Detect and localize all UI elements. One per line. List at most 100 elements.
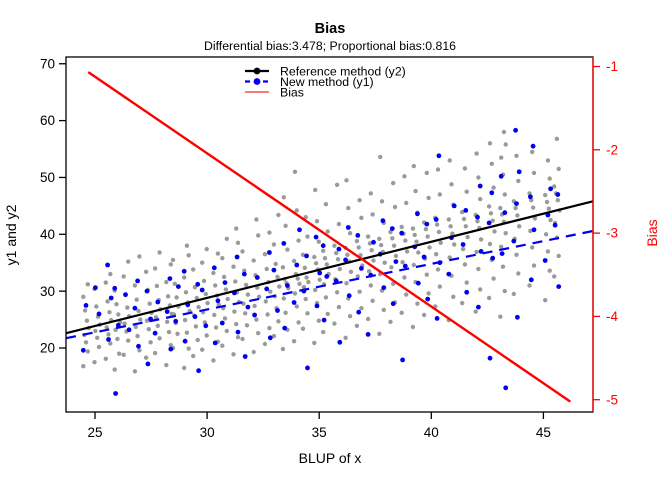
reference-point [555, 198, 560, 203]
reference-point [304, 275, 309, 280]
new-method-point [136, 343, 141, 349]
reference-point [451, 294, 456, 299]
reference-point [251, 258, 256, 263]
reference-point [499, 244, 504, 249]
reference-point [132, 369, 138, 374]
reference-point [436, 229, 442, 235]
reference-point [243, 311, 248, 316]
reference-point [356, 245, 361, 250]
reference-point [335, 257, 341, 262]
new-method-point [112, 285, 118, 291]
reference-point [122, 321, 127, 326]
reference-point [369, 248, 374, 253]
new-method-point [424, 221, 430, 227]
reference-point [391, 180, 396, 186]
reference-point [486, 295, 492, 301]
new-method-point [219, 320, 225, 326]
new-method-point [108, 295, 114, 301]
reference-point [146, 327, 151, 332]
reference-point [117, 351, 122, 356]
reference-point [242, 268, 247, 273]
reference-point [81, 364, 86, 369]
reference-point [211, 270, 216, 276]
reference-point [126, 259, 131, 264]
reference-point [464, 189, 469, 194]
reference-point [196, 304, 201, 310]
reference-point [281, 195, 286, 200]
reference-point [556, 253, 561, 259]
new-method-point [252, 312, 257, 318]
reference-point [501, 129, 507, 135]
new-method-point [212, 340, 218, 346]
reference-point [416, 250, 421, 255]
reference-point [273, 261, 278, 267]
new-method-point [434, 316, 440, 321]
new-method-point [105, 262, 110, 268]
legend-item-bias: Bias [245, 86, 304, 100]
new-method-point [489, 190, 495, 196]
reference-point [411, 262, 416, 268]
reference-point [492, 229, 497, 234]
reference-point [126, 338, 131, 343]
reference-point [262, 341, 268, 347]
reference-point [271, 242, 277, 247]
reference-point [114, 302, 119, 307]
reference-point [434, 252, 439, 257]
reference-point [404, 249, 410, 254]
reference-point [103, 356, 109, 361]
reference-point [402, 275, 407, 280]
reference-point [267, 230, 272, 235]
reference-point [323, 202, 329, 207]
reference-point [336, 304, 342, 310]
new-method-point [167, 276, 173, 281]
new-method-point [531, 227, 537, 233]
reference-point [343, 335, 348, 340]
x-tick-label: 45 [536, 425, 551, 440]
new-method-point [294, 262, 300, 268]
reference-point [366, 269, 372, 274]
new-method-point [515, 314, 520, 320]
new-method-point [389, 226, 395, 232]
x-tick-label: 35 [312, 425, 327, 440]
y-tick-label: 60 [40, 113, 55, 128]
new-method-point [460, 242, 466, 247]
reference-point [312, 254, 317, 260]
right-tick-label: -1 [606, 59, 618, 74]
reference-point [460, 209, 465, 215]
reference-point [233, 279, 238, 284]
reference-point [552, 274, 557, 279]
new-method-point [490, 255, 496, 261]
reference-point [354, 238, 360, 244]
new-method-point [528, 277, 534, 283]
reference-point [256, 294, 262, 299]
y-axis-right: -1 -2 -3 -4 -5 [593, 59, 618, 407]
reference-point [379, 199, 385, 204]
legend-item-new-method: New method (y1) [245, 75, 374, 89]
reference-point [435, 267, 441, 272]
reference-point [546, 206, 551, 211]
legend-label-reference: Reference method (y2) [280, 65, 406, 79]
y-tick-label: 40 [40, 227, 55, 242]
reference-point [93, 328, 98, 334]
reference-point [448, 224, 453, 229]
reference-point [462, 262, 468, 267]
new-method-point [245, 304, 251, 310]
reference-point [83, 340, 89, 345]
new-method-point [433, 217, 439, 222]
reference-point [544, 199, 550, 205]
new-method-point [321, 317, 327, 323]
reference-point [108, 341, 113, 346]
reference-point [314, 219, 320, 224]
reference-point [316, 318, 321, 323]
new-method-point [486, 220, 492, 226]
new-method-regression-line [65, 229, 594, 340]
reference-point [294, 208, 299, 213]
reference-point [491, 185, 496, 190]
reference-point [165, 294, 171, 299]
reference-point [371, 258, 376, 263]
reference-point [392, 204, 398, 210]
new-method-point [421, 254, 427, 260]
new-method-point [390, 301, 396, 307]
reference-point [201, 278, 207, 284]
new-method-point [285, 283, 290, 288]
